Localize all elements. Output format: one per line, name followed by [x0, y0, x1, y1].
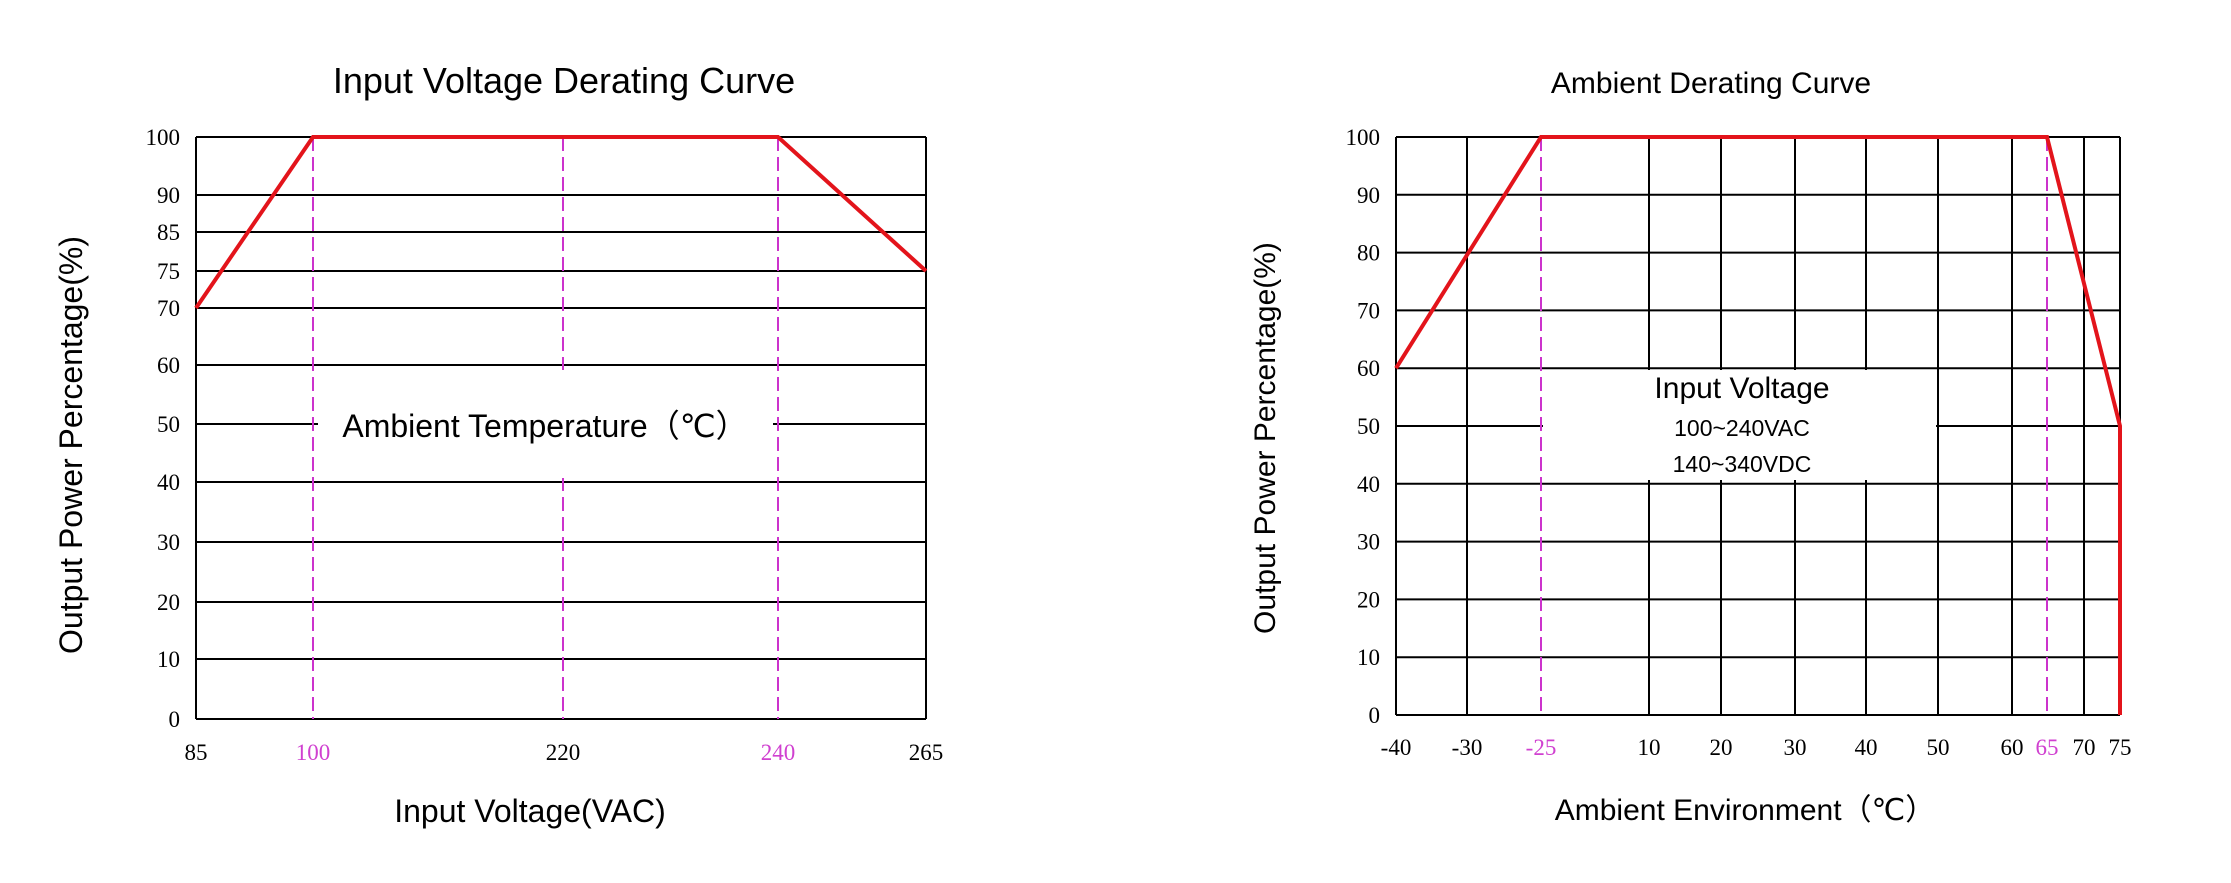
y-tick-label: 70	[1357, 298, 1380, 323]
x-tick-label: 10	[1638, 735, 1661, 760]
chart-title: Input Voltage Derating Curve	[333, 60, 795, 101]
chart-title: Ambient Derating Curve	[1551, 67, 1871, 100]
x-tick-label: 65	[2036, 735, 2059, 760]
x-tick-label: 220	[546, 740, 581, 765]
x-axis-label: Ambient Environment（℃）	[1555, 794, 1936, 827]
y-tick-label: 100	[146, 125, 181, 150]
y-tick-label: 60	[1357, 356, 1380, 381]
x-tick-label: 75	[2109, 735, 2132, 760]
y-tick-label: 60	[157, 353, 180, 378]
x-tick-label: 50	[1927, 735, 1950, 760]
derating-curve	[1394, 135, 2122, 715]
x-tick-label: 85	[185, 740, 208, 765]
x-tick-label: 60	[2001, 735, 2024, 760]
derating-curve	[194, 135, 928, 310]
annotation-background	[318, 370, 773, 478]
x-tick-label: -25	[1526, 735, 1557, 760]
chart-1: Input Voltage Derating Curve 0 10 20 30 40 50 6…	[53, 60, 943, 829]
y-tick-label: 20	[157, 590, 180, 615]
y-tick-label: 40	[1357, 472, 1380, 497]
y-tick-label: 85	[157, 220, 180, 245]
y-tick-label: 40	[157, 470, 180, 495]
y-tick-label: 90	[157, 183, 180, 208]
annotation-text: Input Voltage	[1654, 372, 1829, 405]
annotation-text: 100~240VAC	[1674, 415, 1810, 441]
y-axis-label: Output Power Percentage(%)	[1249, 242, 1282, 634]
y-tick-label: 10	[1357, 645, 1380, 670]
x-tick-label: 40	[1855, 735, 1878, 760]
y-tick-label: 30	[157, 530, 180, 555]
y-tick-label: 0	[1369, 703, 1381, 728]
x-tick-label: 100	[296, 740, 331, 765]
y-tick-label: 20	[1357, 587, 1380, 612]
y-tick-label: 100	[1346, 125, 1381, 150]
x-tick-label: -30	[1452, 735, 1483, 760]
x-axis-label: Input Voltage(VAC)	[394, 793, 666, 829]
y-tick-label: 0	[169, 707, 181, 732]
annotation-background	[1543, 370, 1936, 480]
x-tick-label: 265	[909, 740, 944, 765]
annotation-text: 140~340VDC	[1673, 451, 1812, 477]
y-axis-label: Output Power Percentage(%)	[53, 236, 89, 654]
x-tick-label: 70	[2073, 735, 2096, 760]
x-tick-label: 240	[761, 740, 796, 765]
x-tick-label: -40	[1381, 735, 1412, 760]
y-tick-label: 30	[1357, 530, 1380, 555]
y-tick-label: 80	[1357, 241, 1380, 266]
y-tick-label: 50	[1357, 414, 1380, 439]
y-tick-label: 90	[1357, 183, 1380, 208]
x-tick-label: 30	[1784, 735, 1807, 760]
x-tick-label: 20	[1710, 735, 1733, 760]
y-tick-label: 75	[157, 259, 180, 284]
chart-2: Ambient Derating Curve 0 10 20 30 40 50 60 70 80 9…	[1249, 67, 2132, 827]
y-tick-label: 50	[157, 412, 180, 437]
y-tick-label: 10	[157, 647, 180, 672]
annotation-text: Ambient Temperature（℃）	[342, 408, 747, 444]
y-tick-label: 70	[157, 296, 180, 321]
